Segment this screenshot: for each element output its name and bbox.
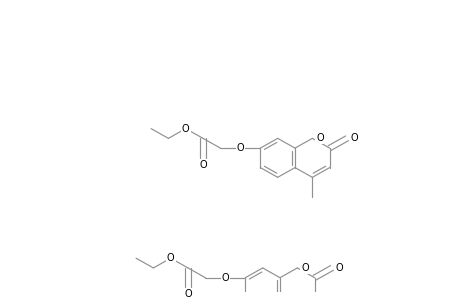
- Text: O: O: [167, 253, 174, 263]
- Text: O: O: [221, 273, 229, 283]
- Text: O: O: [181, 124, 189, 134]
- Text: O: O: [301, 263, 308, 273]
- Text: O: O: [184, 290, 191, 299]
- Text: O: O: [316, 134, 323, 143]
- Text: O: O: [236, 143, 244, 153]
- Text: O: O: [350, 134, 358, 143]
- Text: O: O: [199, 160, 207, 170]
- Text: O: O: [335, 263, 343, 273]
